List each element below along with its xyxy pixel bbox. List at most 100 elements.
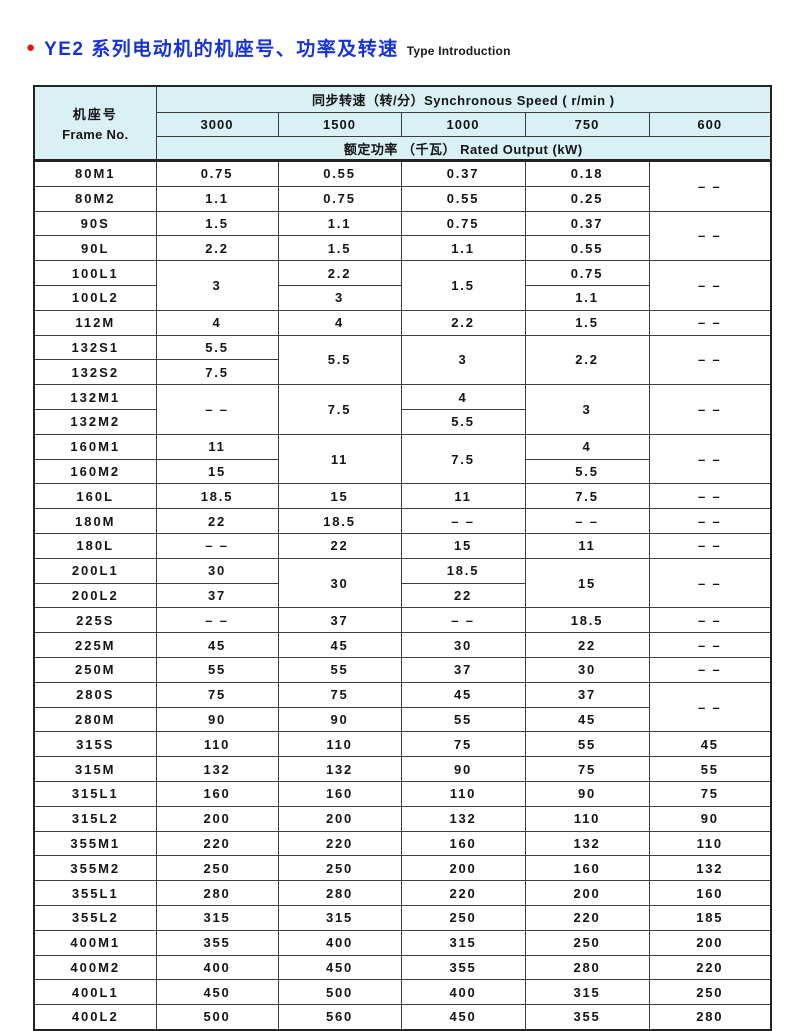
power-cell: 37 <box>155 582 279 609</box>
power-cell: 315 <box>400 929 526 956</box>
power-cell: 280 <box>155 880 279 906</box>
header-row-speed: 机座号 Frame No. 同步转速（转/分）Synchronous Speed… <box>33 85 772 162</box>
table-row: 90L 2.2 1.5 1.1 0.55 <box>33 235 771 262</box>
power-cell: – – <box>648 384 772 435</box>
frame-no-cell: 280S <box>33 681 157 708</box>
table-row: 180L – –22 15 11– – <box>33 532 772 559</box>
power-cell: 45 <box>277 632 402 658</box>
speed-column-3000: 3000 <box>155 112 279 137</box>
power-cell: 75 <box>277 681 402 708</box>
power-cell: 200 <box>277 805 402 832</box>
power-cell: 132 <box>524 830 650 857</box>
power-cell: – – <box>155 532 279 559</box>
power-cell: 22 <box>524 632 650 658</box>
table-row: 160L 18.5 15 11 7.5– – <box>33 483 772 510</box>
power-cell: 22 <box>277 532 402 559</box>
power-cell: 55 <box>648 756 772 782</box>
power-cell: 0.55 <box>524 235 650 262</box>
table-row: 315M 132 132 90 75 55 <box>33 756 772 782</box>
power-cell: 280 <box>648 1004 772 1031</box>
table-row: 80M1 0.75 0.55 0.37 0.18– – <box>33 160 772 212</box>
power-cell: 45 <box>400 681 526 708</box>
power-cell: 1.5 <box>155 210 279 237</box>
power-cell: 132 <box>277 756 402 782</box>
power-cell: 90 <box>648 805 772 832</box>
power-cell: 15 <box>524 557 650 609</box>
frame-no-cell: 355L1 <box>33 880 157 906</box>
power-cell: – – <box>648 260 772 311</box>
power-cell: 185 <box>648 904 772 931</box>
frame-no-cell: 355M1 <box>33 830 157 857</box>
power-cell: 90 <box>277 706 402 733</box>
power-cell: 355 <box>400 954 526 981</box>
table-row: 180M 22 18.5– – – – – – <box>33 508 772 534</box>
power-cell: 11 <box>277 433 402 485</box>
power-cell: 11 <box>155 433 279 460</box>
frame-no-cell: 180M <box>33 508 157 534</box>
power-cell: 200 <box>524 880 650 906</box>
power-cell: – – <box>648 557 772 609</box>
power-cell: 30 <box>400 632 526 658</box>
power-cell: 0.75 <box>277 185 402 212</box>
power-cell: 3 <box>155 260 279 311</box>
power-cell: 250 <box>155 855 279 882</box>
frame-no-cell: 200L1 <box>33 557 157 584</box>
power-cell: 315 <box>277 904 402 931</box>
table-row: 225S – –37– –18.5– – <box>33 607 772 634</box>
power-cell: 450 <box>400 1004 526 1031</box>
power-cell: 1.1 <box>400 235 526 262</box>
power-cell: 220 <box>400 880 526 906</box>
table-row: 132S2 7.5 <box>33 359 771 386</box>
table-row: 160M2 15 5.5 <box>33 458 771 485</box>
power-cell: 450 <box>155 979 279 1006</box>
power-cell: 15 <box>277 483 402 510</box>
power-cell: 132 <box>648 855 772 882</box>
power-cell: 37 <box>277 607 402 634</box>
speed-column-1000: 1000 <box>400 112 526 137</box>
table-row: 400L1 450 500 400 315 250 <box>33 979 772 1006</box>
power-cell: – – <box>648 483 772 510</box>
power-cell: 7.5 <box>155 359 279 386</box>
power-cell: 132 <box>400 805 526 832</box>
frame-no-cell: 315L1 <box>33 780 157 807</box>
page-title-text: YE2 系列电动机的机座号、功率及转速 <box>44 39 399 60</box>
power-cell: 500 <box>155 1004 279 1031</box>
page-title: ● YE2 系列电动机的机座号、功率及转速 Type Introduction <box>26 34 511 61</box>
power-cell: 400 <box>277 929 402 956</box>
power-cell: – – <box>648 210 772 262</box>
sync-speed-header-cell: 同步转速（转/分）Synchronous Speed ( r/min ) <box>155 85 772 113</box>
power-cell: 315 <box>524 979 650 1006</box>
header-row-output: 额定功率 （千瓦） Rated Output (kW) <box>34 136 772 162</box>
frame-no-cell: 132S2 <box>33 359 157 386</box>
frame-no-cell: 315M <box>33 756 157 782</box>
power-cell: – – <box>524 508 650 534</box>
frame-no-cell: 100L1 <box>33 260 157 286</box>
frame-no-cell: 90L <box>33 235 157 262</box>
power-cell: 160 <box>648 880 772 906</box>
power-cell: 75 <box>524 756 650 782</box>
rated-output-header-cell: 额定功率 （千瓦） Rated Output (kW) <box>155 136 772 162</box>
table-row: 400M1 355 400 315 250 200 <box>33 929 772 956</box>
power-cell: 132 <box>155 756 279 782</box>
power-cell: 250 <box>648 979 772 1006</box>
power-cell: 22 <box>155 508 279 534</box>
power-cell: 220 <box>277 830 402 857</box>
frame-no-cell: 400L1 <box>33 979 157 1006</box>
power-cell: 450 <box>277 954 402 981</box>
table-row: 132M2 5.5 <box>33 408 771 435</box>
power-cell: 400 <box>155 954 279 981</box>
frame-no-cell: 160M1 <box>33 433 157 460</box>
power-cell: 500 <box>277 979 402 1006</box>
power-cell: 0.75 <box>155 160 279 187</box>
power-cell: – – <box>400 508 526 534</box>
power-cell: 2.2 <box>277 260 402 286</box>
table-header: 机座号 Frame No. 同步转速（转/分）Synchronous Speed… <box>33 85 772 162</box>
power-cell: 90 <box>155 706 279 733</box>
table-row: 315L2 200 200 132 110 90 <box>33 805 772 832</box>
power-cell: 55 <box>400 706 526 733</box>
power-cell: 15 <box>155 458 279 485</box>
power-cell: 110 <box>524 805 650 832</box>
frame-no-cell: 225M <box>33 632 157 658</box>
power-cell: 7.5 <box>400 433 526 485</box>
bullet-icon: ● <box>26 39 36 56</box>
